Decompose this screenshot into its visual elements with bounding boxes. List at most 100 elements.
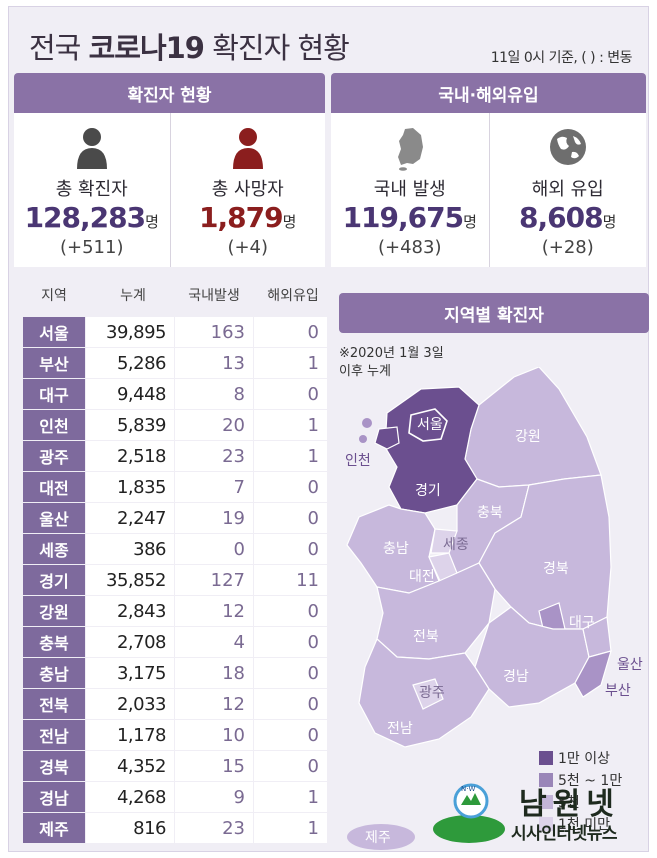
map-label-daejeon: 대전: [409, 569, 435, 585]
region-cell: 경기: [23, 565, 85, 595]
summary-band: 확진자 현황: [14, 73, 325, 113]
overseas-cell: 0: [254, 534, 327, 564]
region-gwangju: [412, 678, 444, 710]
legend-label: 5천 ~ 1만: [558, 773, 623, 789]
legend-label: 1천 미만: [558, 817, 610, 833]
globe-icon: [548, 127, 588, 171]
map-label-seoul: 서울: [417, 417, 443, 433]
region-cell: 전남: [23, 720, 85, 750]
region-cell: 울산: [23, 503, 85, 533]
infographic-frame: 전국 코로나19 확진자 현황 11일 0시 기준, ( ) : 변동 확진자 …: [8, 6, 649, 852]
total-cell: 4,268: [86, 782, 174, 812]
domestic-cell: 13: [175, 348, 253, 378]
svg-text:N·W: N·W: [461, 785, 475, 793]
overseas-cell: 1: [254, 410, 327, 440]
map-label-jeju: 제주: [365, 830, 391, 846]
domestic-cell: 15: [175, 751, 253, 781]
domestic-cell: 18: [175, 658, 253, 688]
total-cell: 2,033: [86, 689, 174, 719]
as-of-note: 11일 0시 기준, ( ) : 변동: [490, 50, 633, 66]
overseas-cell: 0: [254, 627, 327, 657]
legend-swatch: [539, 795, 553, 809]
col-total: 누계: [120, 288, 146, 304]
stat-value: 128,283명: [24, 201, 159, 234]
page-title: 전국 코로나19 확진자 현황: [29, 25, 350, 67]
region-cell: 전북: [23, 689, 85, 719]
domestic-cell: 23: [175, 813, 253, 843]
total-cell: 2,247: [86, 503, 174, 533]
table-row: 대전 1,835 7 0: [23, 472, 335, 503]
total-cell: 5,286: [86, 348, 174, 378]
overseas-cell: 0: [254, 503, 327, 533]
title-bold: 코로나19: [88, 31, 205, 65]
map-label-jeonbuk: 전북: [413, 629, 439, 645]
table-row: 인천 5,839 20 1: [23, 410, 335, 441]
region-cell: 세종: [23, 534, 85, 564]
table-row: 서울 39,895 163 0: [23, 317, 335, 348]
domestic-cell: 12: [175, 596, 253, 626]
domestic-cell: 12: [175, 689, 253, 719]
overseas-cell: 0: [254, 751, 327, 781]
namwon-logo-icon: N·W: [433, 783, 505, 843]
legend-label: 5천: [558, 795, 580, 811]
region-cell: 충북: [23, 627, 85, 657]
table-row: 충남 3,175 18 0: [23, 658, 335, 689]
total-cell: 1,835: [86, 472, 174, 502]
table-row: 광주 2,518 23 1: [23, 441, 335, 472]
region-incheon: [374, 426, 400, 450]
stat-value: 119,675명: [342, 201, 477, 234]
region-cell: 부산: [23, 348, 85, 378]
legend-swatch: [539, 817, 553, 831]
region-busan: [574, 650, 612, 698]
map-label-gyeonggi: 경기: [415, 483, 441, 499]
map-label-gangwon: 강원: [515, 429, 541, 445]
domestic-cell: 7: [175, 472, 253, 502]
table-row: 경북 4,352 15 0: [23, 751, 335, 782]
col-overseas: 해외유입: [267, 288, 319, 304]
map-band: 지역별 확진자: [339, 293, 649, 333]
watermark-sub: 시사인터넷뉴스: [511, 824, 617, 844]
map-label-chungnam: 충남: [383, 541, 409, 557]
table-row: 세종 386 0 0: [23, 534, 335, 565]
col-region: 지역: [41, 288, 67, 304]
map-label-chungbuk: 충북: [477, 505, 503, 521]
total-cell: 386: [86, 534, 174, 564]
stat-label: 해외 유입: [531, 179, 604, 200]
stat-label: 총 확진자: [55, 179, 128, 200]
domestic-cell: 10: [175, 720, 253, 750]
overseas-cell: 0: [254, 472, 327, 502]
title-prefix: 전국: [29, 31, 89, 65]
domestic-cell: 20: [175, 410, 253, 440]
table-row: 경남 4,268 9 1: [23, 782, 335, 813]
overseas-cell: 11: [254, 565, 327, 595]
total-cell: 1,178: [86, 720, 174, 750]
total-cell: 2,843: [86, 596, 174, 626]
korea-map: 서울 인천 경기 강원 충북 세종 충남 대전 경북 대구 전북 울산 부산 경…: [345, 367, 643, 850]
stat-value: 1,879명: [199, 201, 297, 234]
table-row: 강원 2,843 12 0: [23, 596, 335, 627]
region-cell: 광주: [23, 441, 85, 471]
table-row: 부산 5,286 13 1: [23, 348, 335, 379]
watermark: N·W 남원넷 시사인터넷뉴스: [427, 779, 657, 849]
map-label-gwangju: 광주: [419, 685, 445, 701]
map-legend: 1만 이상 5천 ~ 1만 5천 1천 미만: [539, 747, 622, 835]
region-cell: 강원: [23, 596, 85, 626]
map-label-ulsan: 울산: [617, 657, 643, 673]
overseas-cell: 1: [254, 782, 327, 812]
stat-label: 국내 발생: [373, 179, 446, 200]
origin-band: 국내·해외유입: [331, 73, 646, 113]
table-row: 대구 9,448 8 0: [23, 379, 335, 410]
table-header: 지역 누계 국내발생 해외유입: [23, 285, 335, 309]
overseas-cell: 0: [254, 317, 327, 347]
region-cell: 대전: [23, 472, 85, 502]
region-gangwon: [464, 367, 602, 488]
stat-label: 총 사망자: [211, 179, 284, 200]
overseas-stat: 해외 유입 8,608명 (+28): [488, 113, 647, 267]
total-cell: 35,852: [86, 565, 174, 595]
legend-item: 1천 미만: [539, 813, 622, 835]
map-label-gyeongbuk: 경북: [543, 561, 569, 577]
domestic-cell: 163: [175, 317, 253, 347]
map-label-gyeongnam: 경남: [503, 669, 529, 685]
table-row: 충북 2,708 4 0: [23, 627, 335, 658]
overseas-cell: 1: [254, 348, 327, 378]
